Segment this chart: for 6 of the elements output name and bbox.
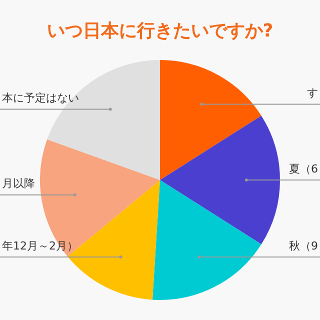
- slice-label: す: [307, 86, 318, 100]
- slice-label: 月以降: [2, 177, 35, 190]
- slice-label: 本に予定はない: [2, 92, 79, 105]
- chart-title: いつ日本に行きたいですか?: [46, 20, 274, 42]
- slice-label: 夏（6: [289, 162, 318, 176]
- slice-label: 秋（9: [289, 239, 318, 252]
